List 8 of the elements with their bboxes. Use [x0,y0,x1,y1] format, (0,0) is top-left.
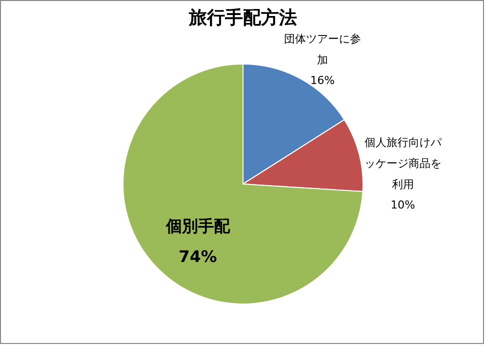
pie-slice [122,64,364,304]
data-label: 74% [178,246,217,266]
slice-label: 個人旅行向けパッケージ商品を利用 [364,136,442,191]
data-label: 10% [390,198,416,212]
slice-label: 団体ツアーに参加 [284,32,361,66]
data-label: 16% [310,74,335,88]
chart-title: 旅行手配方法 [188,7,297,28]
slice-label: 個別手配 [164,216,231,236]
